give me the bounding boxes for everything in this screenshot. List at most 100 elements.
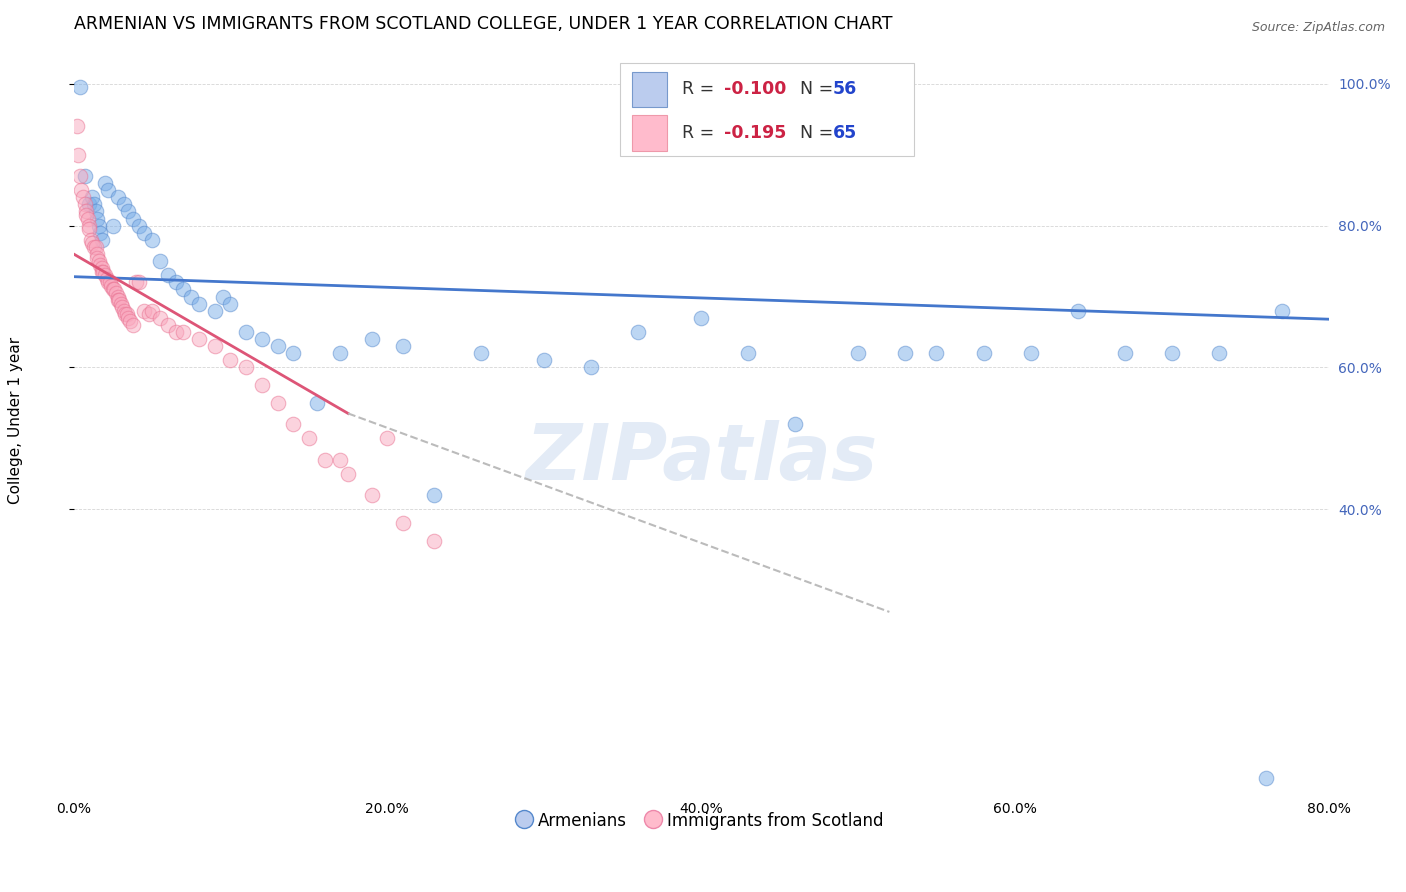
Point xyxy=(117,310,139,325)
Point xyxy=(108,293,131,307)
Point xyxy=(90,265,112,279)
Point xyxy=(204,303,226,318)
Point xyxy=(80,233,103,247)
Y-axis label: College, Under 1 year: College, Under 1 year xyxy=(8,337,24,504)
Point xyxy=(149,310,172,325)
Point xyxy=(128,276,150,290)
Text: ARMENIAN VS IMMIGRANTS FROM SCOTLAND COLLEGE, UNDER 1 YEAR CORRELATION CHART: ARMENIAN VS IMMIGRANTS FROM SCOTLAND COL… xyxy=(73,15,891,33)
Point xyxy=(73,197,96,211)
Point xyxy=(627,325,650,339)
Point xyxy=(89,258,111,272)
Point xyxy=(122,211,145,226)
Point xyxy=(69,80,91,95)
Point xyxy=(114,307,136,321)
Point xyxy=(1208,346,1230,360)
Point xyxy=(149,254,172,268)
Point xyxy=(156,318,179,332)
Point xyxy=(115,307,138,321)
Point xyxy=(172,325,194,339)
Point xyxy=(305,396,328,410)
Point xyxy=(82,190,104,204)
Text: N =: N = xyxy=(789,124,839,142)
FancyBboxPatch shape xyxy=(633,115,668,151)
Point xyxy=(846,346,869,360)
Point xyxy=(973,346,995,360)
Point xyxy=(1271,303,1294,318)
Point xyxy=(392,516,415,531)
Point xyxy=(470,346,492,360)
Point xyxy=(83,197,105,211)
Point xyxy=(138,307,160,321)
Point xyxy=(1160,346,1182,360)
Point xyxy=(737,346,759,360)
Point xyxy=(141,233,163,247)
Point xyxy=(101,282,124,296)
Point xyxy=(219,296,242,310)
Point xyxy=(337,467,360,481)
Point xyxy=(785,417,807,431)
FancyBboxPatch shape xyxy=(633,71,668,107)
Point xyxy=(235,325,257,339)
Point xyxy=(1114,346,1136,360)
Point xyxy=(172,282,194,296)
Point xyxy=(925,346,948,360)
Text: R =: R = xyxy=(682,80,720,98)
Text: -0.100: -0.100 xyxy=(724,80,786,98)
Point xyxy=(67,147,90,161)
Point xyxy=(97,276,120,290)
Text: 65: 65 xyxy=(832,124,858,142)
Point xyxy=(211,289,233,303)
Point xyxy=(98,276,121,290)
Point xyxy=(87,254,110,268)
Point xyxy=(134,303,156,318)
Point xyxy=(219,353,242,368)
Point xyxy=(73,169,96,183)
FancyBboxPatch shape xyxy=(620,63,914,156)
Point xyxy=(250,332,273,346)
Point xyxy=(70,183,93,197)
Point xyxy=(103,282,125,296)
Point xyxy=(111,300,134,314)
Point xyxy=(104,285,127,300)
Point xyxy=(86,251,108,265)
Point xyxy=(100,278,122,293)
Text: 56: 56 xyxy=(832,80,858,98)
Point xyxy=(360,332,382,346)
Point xyxy=(82,236,104,251)
Point xyxy=(581,360,603,375)
Text: ZIPatlas: ZIPatlas xyxy=(524,420,877,496)
Point xyxy=(141,303,163,318)
Point xyxy=(86,247,108,261)
Point xyxy=(122,318,145,332)
Point xyxy=(84,240,107,254)
Point xyxy=(112,303,135,318)
Legend: Armenians, Immigrants from Scotland: Armenians, Immigrants from Scotland xyxy=(512,805,890,837)
Point xyxy=(107,190,129,204)
Point xyxy=(72,190,94,204)
Point xyxy=(375,431,398,445)
Point xyxy=(69,169,91,183)
Point xyxy=(235,360,257,375)
Point xyxy=(690,310,713,325)
Point xyxy=(89,226,111,240)
Point xyxy=(266,339,288,353)
Point xyxy=(112,197,135,211)
Text: Source: ZipAtlas.com: Source: ZipAtlas.com xyxy=(1251,21,1385,34)
Point xyxy=(1254,772,1277,786)
Point xyxy=(107,289,129,303)
Point xyxy=(75,204,97,219)
Point xyxy=(204,339,226,353)
Point xyxy=(93,265,115,279)
Point xyxy=(283,346,305,360)
Point xyxy=(90,233,112,247)
Point xyxy=(329,452,352,467)
Text: R =: R = xyxy=(682,124,720,142)
Text: -0.195: -0.195 xyxy=(724,124,786,142)
Point xyxy=(83,240,105,254)
Point xyxy=(283,417,305,431)
Point xyxy=(101,219,124,233)
Point xyxy=(86,211,108,226)
Point xyxy=(1019,346,1042,360)
Point xyxy=(134,226,156,240)
Point xyxy=(96,272,118,286)
